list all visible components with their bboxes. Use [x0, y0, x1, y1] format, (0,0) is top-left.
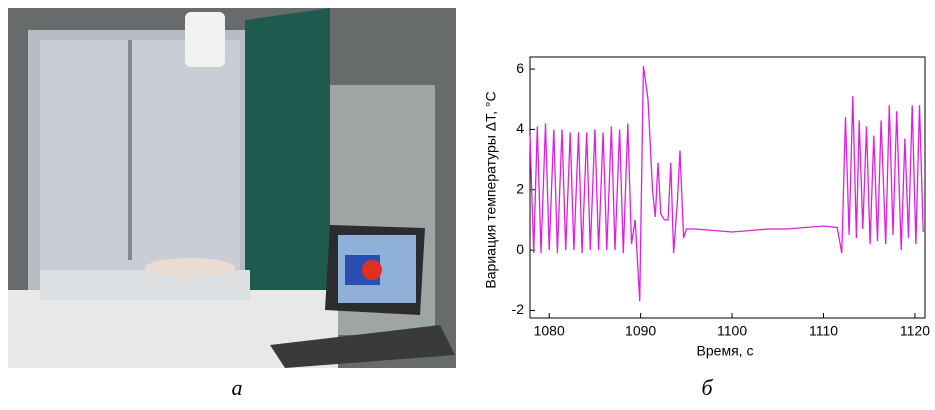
x-tick-label: 1100	[717, 323, 747, 339]
data-line	[529, 66, 924, 302]
x-axis-label: Время, с	[697, 343, 754, 359]
caption: а	[232, 375, 243, 400]
y-tick-label: 4	[516, 120, 524, 136]
y-tick-label: 6	[516, 60, 524, 76]
photo	[8, 8, 456, 368]
x-tick-label: 1080	[534, 323, 565, 339]
caption: б	[701, 375, 713, 400]
x-tick-label: 1120	[900, 323, 930, 339]
y-axis-label: Вариация температуры ΔT, °C	[483, 91, 499, 288]
y-tick-label: 2	[516, 180, 524, 196]
x-tick-label: 1090	[625, 323, 656, 339]
y-tick-label: -2	[512, 301, 525, 317]
plot-frame	[529, 56, 926, 319]
y-tick-label: 0	[516, 241, 524, 257]
x-tick-label: 1110	[809, 323, 838, 339]
